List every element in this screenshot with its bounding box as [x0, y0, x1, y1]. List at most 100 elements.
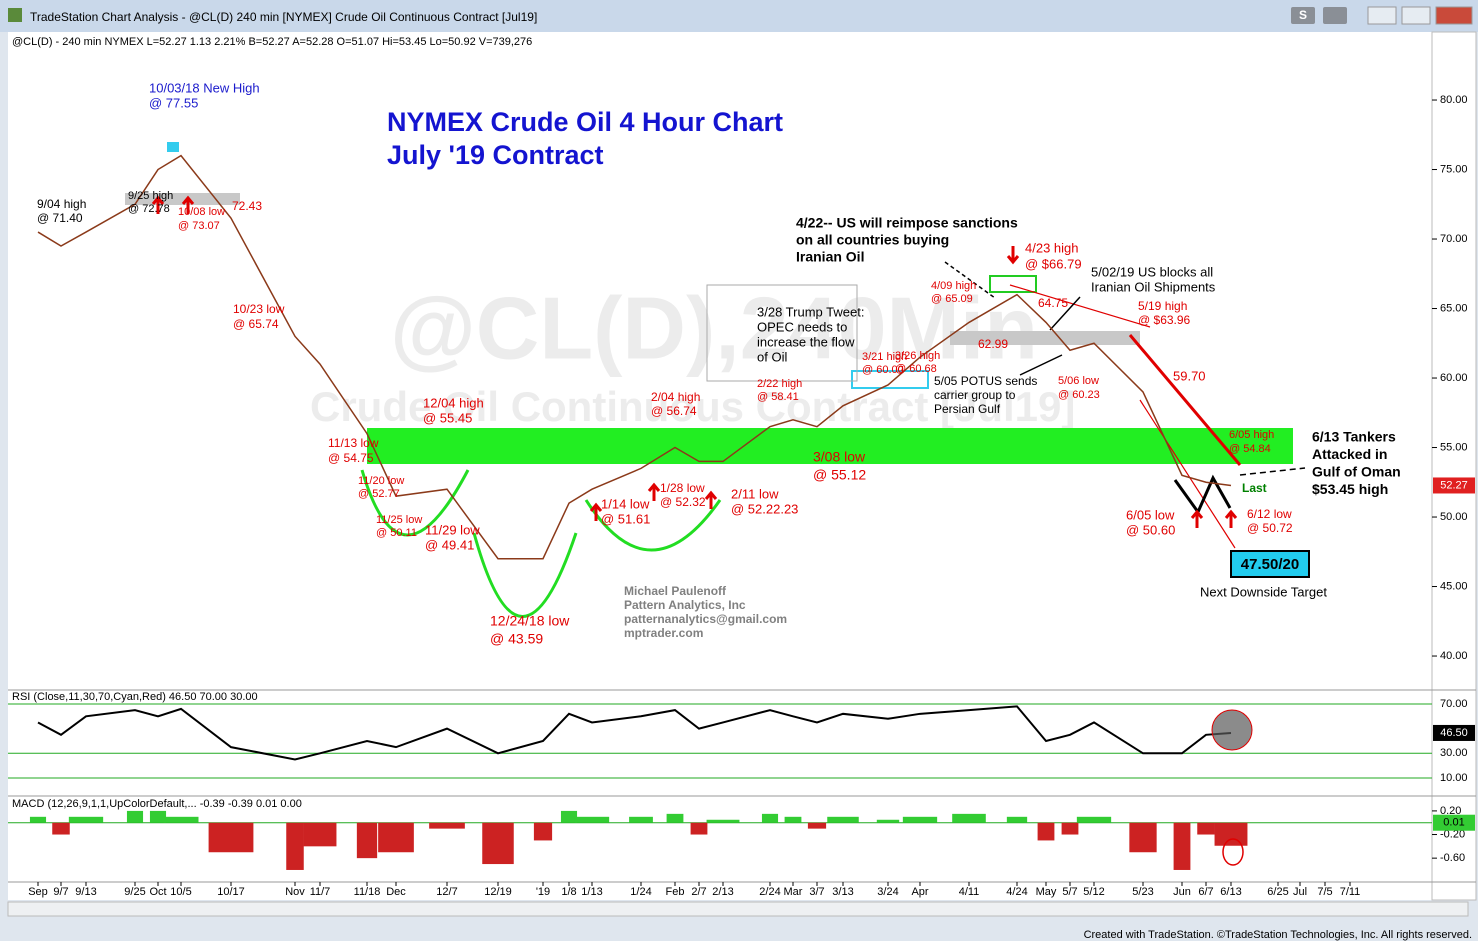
- x-tick-label: 10/5: [170, 886, 191, 898]
- button-s-label: S: [1299, 8, 1307, 22]
- annotation: increase the flow: [757, 334, 855, 349]
- macd-bar: [560, 810, 578, 823]
- annotation: 3/21 high: [862, 351, 907, 363]
- highlight-circle: [1211, 709, 1253, 751]
- x-tick-label: 2/24: [759, 886, 780, 898]
- annotation: 3/26 high: [895, 350, 940, 362]
- annotation: 10/23 low: [233, 302, 285, 316]
- annotation: 5/06 low: [1058, 375, 1099, 387]
- annotation: carrier group to: [934, 388, 1016, 402]
- macd-last-box: [1433, 814, 1475, 831]
- annotation: Iranian Oil Shipments: [1091, 279, 1216, 294]
- pattern-curve: [472, 532, 578, 618]
- annotation: 11/13 low: [328, 436, 379, 450]
- annotation: 6/05 high: [1229, 429, 1274, 441]
- x-tick-label: 5/23: [1132, 886, 1153, 898]
- leader-line: [1049, 296, 1081, 331]
- x-tick-label: 1/13: [581, 886, 602, 898]
- annotation: 12/24/18 low: [490, 613, 570, 629]
- y-tick-label: 60.00: [1440, 372, 1468, 384]
- pattern-curve: [360, 469, 470, 537]
- macd-bar: [533, 822, 553, 841]
- annotation: @ 50.11: [376, 527, 417, 539]
- x-tick-label: May: [1036, 886, 1057, 898]
- chart-subtitle: July '19 Contract: [387, 140, 604, 170]
- scrollbar[interactable]: [7, 901, 1469, 917]
- button-close[interactable]: [1435, 6, 1473, 25]
- annotation: 5/02/19 US blocks all: [1091, 264, 1213, 279]
- annotation: patternanalytics@gmail.com: [624, 612, 787, 626]
- annotation: 4/23 high: [1025, 240, 1079, 255]
- highlight-box: [167, 142, 179, 152]
- x-tick-label: 5/12: [1083, 886, 1104, 898]
- target-box: [1230, 550, 1310, 578]
- annotation: 5/19 high: [1138, 299, 1187, 313]
- channel-line: [1139, 399, 1236, 549]
- x-tick-label: 6/7: [1198, 886, 1213, 898]
- annotation: 6/12 low: [1247, 507, 1292, 521]
- x-tick-label: 9/25: [124, 886, 145, 898]
- annotation: Persian Gulf: [934, 402, 1001, 416]
- watermark: @CL(D),240Min: [390, 278, 1038, 377]
- macd-bar: [149, 810, 167, 823]
- x-tick-label: 2/7: [691, 886, 706, 898]
- x-tick-label: 2/13: [712, 886, 733, 898]
- x-tick-label: Dec: [386, 886, 406, 898]
- arrow: [589, 502, 603, 521]
- y-tick-label: 40.00: [1440, 650, 1468, 662]
- annotation: @ 60.23: [1058, 389, 1100, 401]
- y-tick-label: 75.00: [1440, 163, 1468, 175]
- annotation: @ 73.07: [178, 220, 220, 232]
- y-tick-label: 45.00: [1440, 580, 1468, 592]
- macd-bar: [29, 816, 47, 823]
- rsi-last: 46.50: [1440, 727, 1468, 739]
- annotation: @ 55.12: [813, 467, 866, 483]
- info-line: @CL(D) - 240 min NYMEX L=52.27 1.13 2.21…: [12, 36, 532, 48]
- highlight-box: [851, 370, 929, 389]
- footer: Created with TradeStation. ©TradeStation…: [1084, 929, 1472, 941]
- annotation: @ 71.40: [37, 211, 83, 225]
- arrow: [1006, 246, 1020, 265]
- macd-bar: [876, 819, 900, 823]
- button-toolbar[interactable]: [1323, 7, 1347, 24]
- macd-bar: [784, 816, 802, 823]
- annotation: of Oil: [757, 349, 787, 364]
- x-tick-label: 3/24: [877, 886, 898, 898]
- y-tick-label: 70.00: [1440, 233, 1468, 245]
- annotation: 1/28 low: [660, 481, 705, 495]
- x-tick-label: 10/17: [217, 886, 245, 898]
- leader-line: [1239, 467, 1306, 476]
- annotation: 3/08 low: [813, 449, 866, 465]
- x-tick-label: 5/7: [1062, 886, 1077, 898]
- macd-bar: [706, 819, 740, 823]
- annotation: 12/04 high: [423, 395, 484, 410]
- rsi-last-box: [1433, 724, 1475, 741]
- annotation: @ 77.55: [149, 95, 198, 110]
- annotation: 9/25 high: [128, 190, 173, 202]
- button-maximize[interactable]: [1401, 6, 1431, 25]
- button-minimize[interactable]: [1367, 6, 1397, 25]
- macd-bar: [1037, 822, 1055, 841]
- x-tick-label: Mar: [784, 886, 803, 898]
- annotation: Gulf of Oman: [1312, 464, 1401, 480]
- annotation: Last: [1242, 481, 1267, 495]
- annotation: @ $66.79: [1025, 256, 1082, 271]
- annotation: @ 56.74: [651, 404, 697, 418]
- annotation: @ 72.78: [128, 203, 170, 215]
- annotation: Iranian Oil: [796, 249, 864, 265]
- x-tick-label: 3/7: [809, 886, 824, 898]
- price-line: [37, 154, 1232, 560]
- annotation: @ 50.60: [1126, 522, 1175, 537]
- channel-line: [1009, 284, 1151, 328]
- annotation: Michael Paulenoff: [624, 584, 727, 598]
- annotation: on all countries buying: [796, 232, 949, 248]
- rsi-line: [37, 705, 1232, 761]
- annotation: 10/03/18 New High: [149, 80, 260, 95]
- y-tick-label: 80.00: [1440, 94, 1468, 106]
- macd-bar: [482, 822, 514, 865]
- arrow: [704, 490, 718, 509]
- macd-bar: [378, 822, 414, 853]
- button-s[interactable]: [1291, 7, 1315, 24]
- annotation: @ 49.41: [425, 537, 474, 552]
